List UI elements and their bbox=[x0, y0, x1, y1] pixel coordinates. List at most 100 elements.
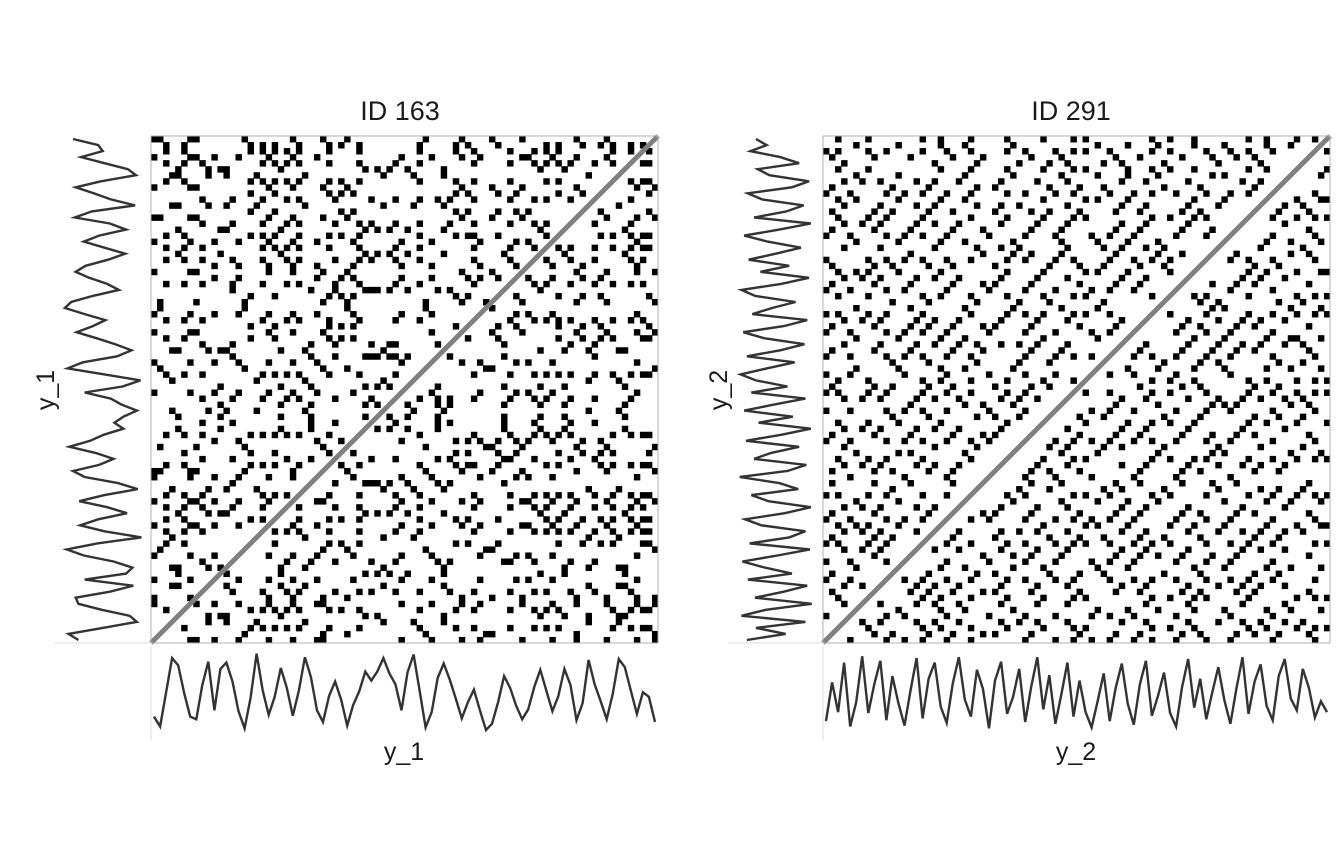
recurrence-cell bbox=[1112, 510, 1120, 517]
recurrence-cell bbox=[1130, 636, 1138, 644]
recurrence-cell bbox=[470, 196, 478, 203]
recurrence-cell bbox=[247, 190, 255, 197]
recurrence-cell bbox=[889, 630, 896, 638]
recurrence-cell bbox=[434, 455, 442, 463]
recurrence-cell bbox=[374, 612, 381, 620]
recurrence-cell bbox=[841, 395, 848, 402]
recurrence-cell bbox=[931, 202, 939, 209]
recurrence-cell bbox=[332, 504, 339, 511]
recurrence-cell bbox=[1034, 341, 1041, 348]
recurrence-cell bbox=[326, 323, 333, 330]
recurrence-cell bbox=[1179, 431, 1186, 439]
recurrence-cell bbox=[537, 510, 544, 517]
recurrence-cell bbox=[1136, 154, 1144, 161]
recurrence-cell bbox=[1010, 250, 1017, 258]
recurrence-cell bbox=[326, 148, 333, 155]
recurrence-cell bbox=[181, 504, 188, 511]
recurrence-cell bbox=[181, 528, 188, 535]
recurrence-cell bbox=[199, 160, 206, 167]
recurrence-cell bbox=[1100, 570, 1108, 578]
recurrence-cell bbox=[1275, 383, 1283, 390]
recurrence-cell bbox=[1004, 389, 1011, 396]
recurrence-cell bbox=[1173, 636, 1180, 644]
recurrence-cell bbox=[639, 624, 647, 632]
recurrence-cell bbox=[1275, 208, 1283, 215]
recurrence-cell bbox=[392, 371, 399, 378]
recurrence-cell bbox=[889, 534, 896, 541]
recurrence-cell bbox=[979, 323, 987, 330]
recurrence-cell bbox=[295, 142, 303, 149]
recurrence-cell bbox=[476, 274, 484, 282]
recurrence-cell bbox=[1004, 214, 1011, 221]
recurrence-cell bbox=[549, 389, 556, 396]
recurrence-cell bbox=[1070, 624, 1077, 632]
recurrence-cell bbox=[853, 142, 860, 149]
recurrence-cell bbox=[1173, 516, 1180, 523]
recurrence-cell bbox=[1281, 425, 1289, 433]
recurrence-cell bbox=[591, 341, 599, 348]
recurrence-cell bbox=[199, 220, 206, 227]
recurrence-cell bbox=[1245, 624, 1252, 632]
recurrence-cell bbox=[440, 172, 448, 179]
recurrence-cell bbox=[1203, 353, 1210, 360]
recurrence-cell bbox=[955, 546, 963, 553]
recurrence-cell bbox=[913, 220, 920, 227]
recurrence-cell bbox=[350, 449, 357, 457]
recurrence-cell bbox=[404, 425, 411, 433]
recurrence-cell bbox=[181, 624, 188, 632]
recurrence-cell bbox=[591, 504, 599, 511]
recurrence-cell bbox=[1142, 425, 1150, 433]
recurrence-cell bbox=[1004, 594, 1011, 602]
recurrence-cell bbox=[1130, 474, 1138, 481]
recurrence-cell bbox=[320, 136, 327, 143]
recurrence-cell bbox=[501, 455, 508, 463]
recurrence-cell bbox=[313, 311, 321, 318]
recurrence-cell bbox=[1263, 377, 1271, 384]
recurrence-cell bbox=[919, 576, 927, 584]
recurrence-cell bbox=[573, 522, 580, 529]
recurrence-cell bbox=[639, 280, 647, 288]
recurrence-cell bbox=[537, 347, 544, 354]
recurrence-cell bbox=[645, 540, 653, 547]
recurrence-cell bbox=[416, 196, 424, 203]
recurrence-cell bbox=[1052, 232, 1059, 240]
recurrence-cell bbox=[235, 437, 242, 445]
recurrence-cell bbox=[1148, 455, 1156, 463]
recurrence-cell bbox=[181, 540, 188, 547]
recurrence-cell bbox=[1022, 389, 1029, 396]
recurrence-cell bbox=[1070, 256, 1077, 264]
recurrence-cell bbox=[404, 286, 411, 294]
recurrence-cell bbox=[633, 359, 641, 366]
recurrence-cell bbox=[1167, 624, 1174, 632]
recurrence-cell bbox=[283, 160, 291, 167]
recurrence-cell bbox=[344, 630, 351, 638]
recurrence-cell bbox=[1197, 510, 1204, 517]
recurrence-cell bbox=[434, 341, 442, 348]
recurrence-cell bbox=[543, 317, 550, 324]
recurrence-cell bbox=[1106, 576, 1114, 584]
recurrence-cell bbox=[609, 624, 617, 632]
recurrence-cell bbox=[1022, 407, 1029, 415]
recurrence-cell bbox=[398, 576, 405, 584]
recurrence-cell bbox=[356, 540, 363, 547]
recurrence-cell bbox=[452, 190, 460, 197]
recurrence-cell bbox=[470, 148, 478, 155]
recurrence-cell bbox=[1130, 407, 1138, 415]
recurrence-cell bbox=[1311, 256, 1319, 264]
recurrence-cell bbox=[507, 558, 514, 565]
recurrence-cell bbox=[313, 498, 321, 505]
recurrence-cell bbox=[392, 504, 399, 511]
recurrence-cell bbox=[1167, 594, 1174, 602]
recurrence-cell bbox=[434, 401, 442, 409]
recurrence-cell bbox=[1028, 552, 1035, 559]
recurrence-cell bbox=[943, 540, 951, 547]
recurrence-cell bbox=[470, 528, 478, 535]
recurrence-cell bbox=[489, 630, 496, 638]
recurrence-cell bbox=[1154, 606, 1162, 614]
recurrence-cell bbox=[998, 546, 1005, 553]
recurrence-cell bbox=[871, 510, 878, 517]
recurrence-cell bbox=[829, 280, 836, 288]
recurrence-cell bbox=[392, 588, 399, 596]
recurrence-cell bbox=[835, 268, 842, 276]
recurrence-cell bbox=[1118, 202, 1126, 209]
